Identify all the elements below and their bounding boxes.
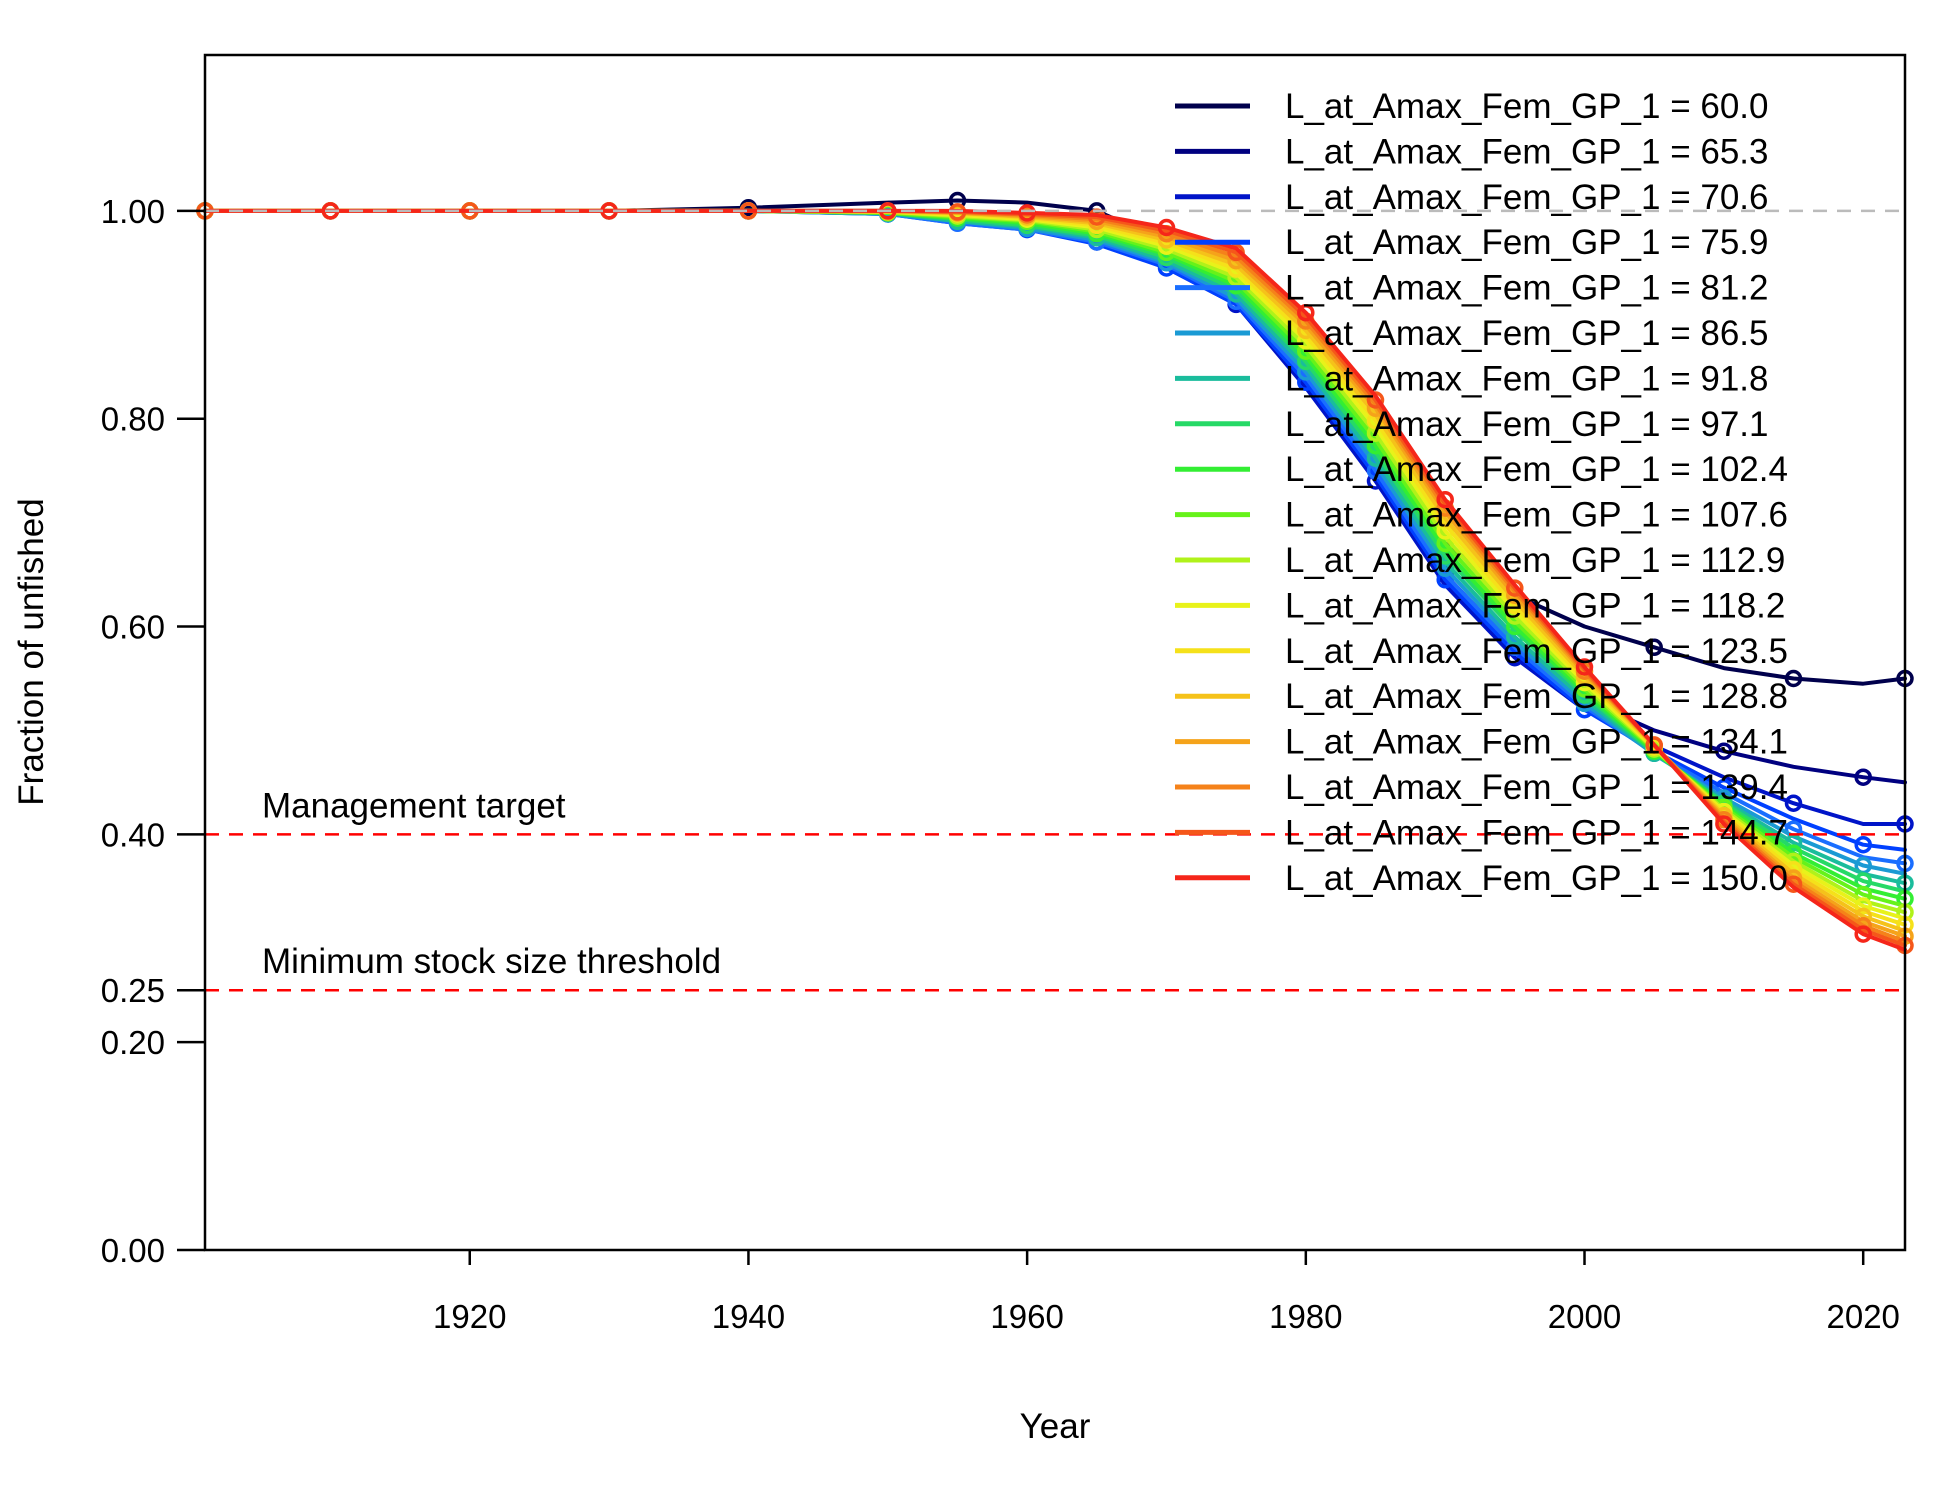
y-axis-title: Fraction of unfished — [12, 498, 51, 805]
legend-label-13: L_at_Amax_Fem_GP_1 = 123.5 — [1285, 632, 1788, 671]
y-tick-label-4: 0.40 — [101, 816, 165, 853]
series-1-point-17 — [1645, 638, 1663, 657]
y-axis: 0.00 0.20 0.25 0.40 0.60 0.80 1.00 — [101, 193, 205, 1269]
series-lines — [196, 191, 1914, 955]
legend-label-15: L_at_Amax_Fem_GP_1 = 134.1 — [1285, 723, 1788, 762]
legend-label-6: L_at_Amax_Fem_GP_1 = 86.5 — [1285, 314, 1769, 353]
y-tick-label-6: 0.80 — [101, 401, 165, 438]
legend-label-8: L_at_Amax_Fem_GP_1 = 97.1 — [1285, 405, 1769, 444]
legend-label-11: L_at_Amax_Fem_GP_1 = 112.9 — [1285, 541, 1785, 580]
legend-label-7: L_at_Amax_Fem_GP_1 = 91.8 — [1285, 359, 1769, 398]
reference-label-3: Minimum stock size threshold — [262, 942, 721, 981]
series-18-point-14 — [1436, 490, 1454, 509]
x-tick-label-3: 1960 — [990, 1298, 1063, 1335]
series-18-point-18 — [1715, 815, 1733, 833]
x-tick-label-4: 1980 — [1269, 1298, 1342, 1335]
x-tick-label-6: 2020 — [1826, 1298, 1899, 1335]
y-tick-label-1: 0.00 — [101, 1232, 165, 1269]
series-18-point-10 — [1157, 218, 1176, 237]
legend-label-1: L_at_Amax_Fem_GP_1 = 60.0 — [1285, 87, 1769, 126]
series-4-point-20 — [1854, 835, 1872, 854]
series-1-point-19 — [1784, 669, 1803, 688]
x-tick-label-5: 2000 — [1548, 1298, 1621, 1335]
series-18-point-12 — [1297, 303, 1315, 322]
series-17-point-19 — [1784, 875, 1803, 893]
legend-label-12: L_at_Amax_Fem_GP_1 = 118.2 — [1285, 586, 1785, 625]
series-3-point-19 — [1784, 794, 1803, 812]
series-2-point-20 — [1854, 768, 1872, 786]
plot-frame — [203, 53, 1907, 1252]
legend-label-16: L_at_Amax_Fem_GP_1 = 139.4 — [1285, 768, 1788, 807]
series-17-point-17 — [1645, 736, 1663, 754]
legend: L_at_Amax_Fem_GP_1 = 60.0 L_at_Amax_Fem_G… — [1175, 87, 1788, 898]
legend-label-10: L_at_Amax_Fem_GP_1 = 107.6 — [1285, 496, 1788, 535]
legend-label-18: L_at_Amax_Fem_GP_1 = 150.0 — [1285, 859, 1788, 898]
reference-lines: Management target Minimum stock size thre… — [205, 209, 1905, 992]
legend-label-2: L_at_Amax_Fem_GP_1 = 65.3 — [1285, 132, 1769, 171]
legend-label-17: L_at_Amax_Fem_GP_1 = 144.7 — [1285, 813, 1788, 852]
x-axis: 1920 1940 1960 1980 2000 2020 — [433, 1250, 1900, 1335]
y-tick-label-5: 0.60 — [101, 609, 165, 646]
reference-label-2: Management target — [262, 786, 566, 825]
x-tick-label-2: 1940 — [712, 1298, 785, 1335]
series-17-point-15 — [1506, 579, 1524, 597]
x-tick-label-1: 1920 — [433, 1298, 506, 1335]
x-axis-title: Year — [1020, 1407, 1091, 1446]
series-18-point-20 — [1854, 925, 1872, 943]
series-18-point-8 — [1018, 204, 1036, 222]
legend-label-9: L_at_Amax_Fem_GP_1 = 102.4 — [1285, 450, 1788, 489]
legend-label-14: L_at_Amax_Fem_GP_1 = 128.8 — [1285, 677, 1788, 716]
y-tick-label-2: 0.20 — [101, 1024, 165, 1061]
legend-label-4: L_at_Amax_Fem_GP_1 = 75.9 — [1285, 223, 1769, 262]
series-18-point-16 — [1575, 658, 1594, 676]
series-line-5 — [203, 208, 1907, 866]
series-line-18 — [203, 208, 1907, 952]
y-tick-label-3: 0.25 — [101, 972, 165, 1009]
legend-label-3: L_at_Amax_Fem_GP_1 = 70.6 — [1285, 178, 1769, 217]
legend-label-5: L_at_Amax_Fem_GP_1 = 81.2 — [1285, 269, 1769, 308]
series-2-point-18 — [1715, 742, 1733, 760]
y-tick-label-7: 1.00 — [101, 193, 165, 230]
